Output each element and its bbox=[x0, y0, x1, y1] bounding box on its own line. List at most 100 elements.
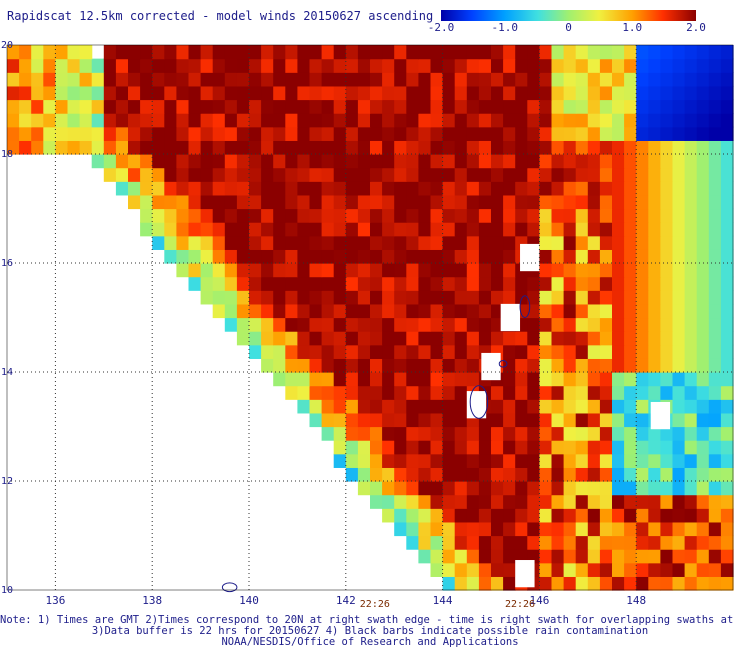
heatmap-cell bbox=[418, 412, 432, 428]
heatmap-cell bbox=[648, 481, 661, 496]
heatmap-cell bbox=[563, 399, 577, 414]
heatmap-cell bbox=[672, 317, 686, 332]
heatmap-cell bbox=[491, 331, 504, 346]
heatmap-cell bbox=[539, 72, 553, 87]
heatmap-cell bbox=[539, 140, 553, 155]
heatmap-cell bbox=[454, 222, 468, 237]
heatmap-cell bbox=[636, 535, 649, 550]
heatmap-cell bbox=[527, 481, 540, 496]
heatmap-cell bbox=[539, 440, 553, 455]
heatmap-cell bbox=[636, 344, 649, 359]
heatmap-cell bbox=[418, 290, 432, 305]
heatmap-cell bbox=[551, 167, 565, 182]
heatmap-cell bbox=[454, 331, 468, 346]
heatmap-cell bbox=[442, 521, 456, 537]
heatmap-cell bbox=[55, 85, 69, 101]
heatmap-cell bbox=[551, 222, 565, 237]
heatmap-cell bbox=[466, 372, 480, 387]
heatmap-cell bbox=[672, 358, 686, 373]
heatmap-cell bbox=[418, 249, 432, 264]
heatmap-cell bbox=[406, 194, 419, 210]
heatmap-cell bbox=[672, 99, 686, 114]
heatmap-cell bbox=[636, 113, 649, 128]
heatmap-cell bbox=[418, 358, 432, 373]
heatmap-cell bbox=[708, 481, 722, 496]
heatmap-cell bbox=[696, 481, 710, 496]
heatmap-cell bbox=[418, 126, 432, 141]
heatmap-cell bbox=[648, 263, 661, 278]
heatmap-cell bbox=[648, 85, 661, 101]
heatmap-cell bbox=[672, 140, 686, 155]
heatmap-cell bbox=[394, 126, 407, 141]
heatmap-cell bbox=[309, 45, 323, 60]
heatmap-cell bbox=[612, 331, 625, 346]
heatmap-cell bbox=[273, 235, 286, 250]
heatmap-cell bbox=[478, 549, 492, 564]
heatmap-cell bbox=[249, 181, 262, 196]
heatmap-cell bbox=[515, 549, 528, 564]
heatmap-cell bbox=[503, 562, 516, 577]
heatmap-cell bbox=[285, 140, 298, 155]
heatmap-cell bbox=[466, 535, 480, 550]
heatmap-cell bbox=[587, 576, 601, 591]
heatmap-cell bbox=[236, 72, 250, 87]
heatmap-cell bbox=[321, 154, 335, 169]
heatmap-cell bbox=[285, 194, 298, 210]
heatmap-cell bbox=[684, 344, 698, 359]
heatmap-cell bbox=[551, 562, 565, 577]
heatmap-cell bbox=[406, 167, 419, 182]
heatmap-cell bbox=[612, 521, 625, 537]
y-tick-label: 16 bbox=[1, 258, 13, 269]
heatmap-cell bbox=[430, 562, 444, 577]
heatmap-cell bbox=[188, 126, 202, 141]
x-tick-label: 138 bbox=[142, 594, 162, 607]
heatmap-cell bbox=[442, 372, 456, 387]
heatmap-cell bbox=[624, 372, 637, 387]
heatmap-cell bbox=[31, 113, 44, 128]
heatmap-cell bbox=[527, 467, 540, 482]
heatmap-cell bbox=[708, 249, 722, 264]
heatmap-cell bbox=[128, 99, 141, 114]
heatmap-cell bbox=[418, 331, 432, 346]
heatmap-cell bbox=[418, 222, 432, 237]
heatmap-cell bbox=[321, 235, 335, 250]
heatmap-cell bbox=[273, 249, 286, 264]
heatmap-cell bbox=[394, 494, 407, 509]
heatmap-cell bbox=[575, 85, 589, 101]
heatmap-cell bbox=[406, 303, 419, 319]
heatmap-cell bbox=[418, 72, 432, 87]
heatmap-cell bbox=[696, 344, 710, 359]
heatmap-cell bbox=[466, 521, 480, 537]
heatmap-cell bbox=[672, 58, 686, 73]
x-tick-label: 136 bbox=[45, 594, 65, 607]
heatmap-cell bbox=[624, 508, 637, 523]
heatmap-cell bbox=[430, 412, 444, 428]
heatmap-cell bbox=[515, 453, 528, 468]
heatmap-cell bbox=[491, 562, 504, 577]
heatmap-cell bbox=[212, 276, 226, 291]
heatmap-cell bbox=[491, 126, 504, 141]
heatmap-cell bbox=[236, 235, 250, 250]
heatmap-cell bbox=[575, 154, 589, 169]
heatmap-cell bbox=[551, 372, 565, 387]
heatmap-cell bbox=[624, 290, 637, 305]
heatmap-cell bbox=[382, 358, 395, 373]
heatmap-cell bbox=[503, 113, 516, 128]
heatmap-cell bbox=[442, 481, 456, 496]
heatmap-cell bbox=[370, 126, 383, 141]
heatmap-cell bbox=[636, 154, 649, 169]
heatmap-cell bbox=[357, 167, 371, 182]
heatmap-cell bbox=[539, 399, 553, 414]
heatmap-cell bbox=[660, 576, 674, 591]
heatmap-cell bbox=[394, 521, 407, 537]
heatmap-cell bbox=[551, 45, 565, 60]
heatmap-cell bbox=[563, 99, 577, 114]
heatmap-cell bbox=[551, 467, 565, 482]
heatmap-cell bbox=[345, 303, 359, 319]
heatmap-cell bbox=[551, 344, 565, 359]
heatmap-cell bbox=[55, 113, 69, 128]
heatmap-cell bbox=[333, 263, 347, 278]
heatmap-cell bbox=[672, 562, 686, 577]
heatmap-cell bbox=[333, 181, 347, 196]
heatmap-cell bbox=[672, 372, 686, 387]
